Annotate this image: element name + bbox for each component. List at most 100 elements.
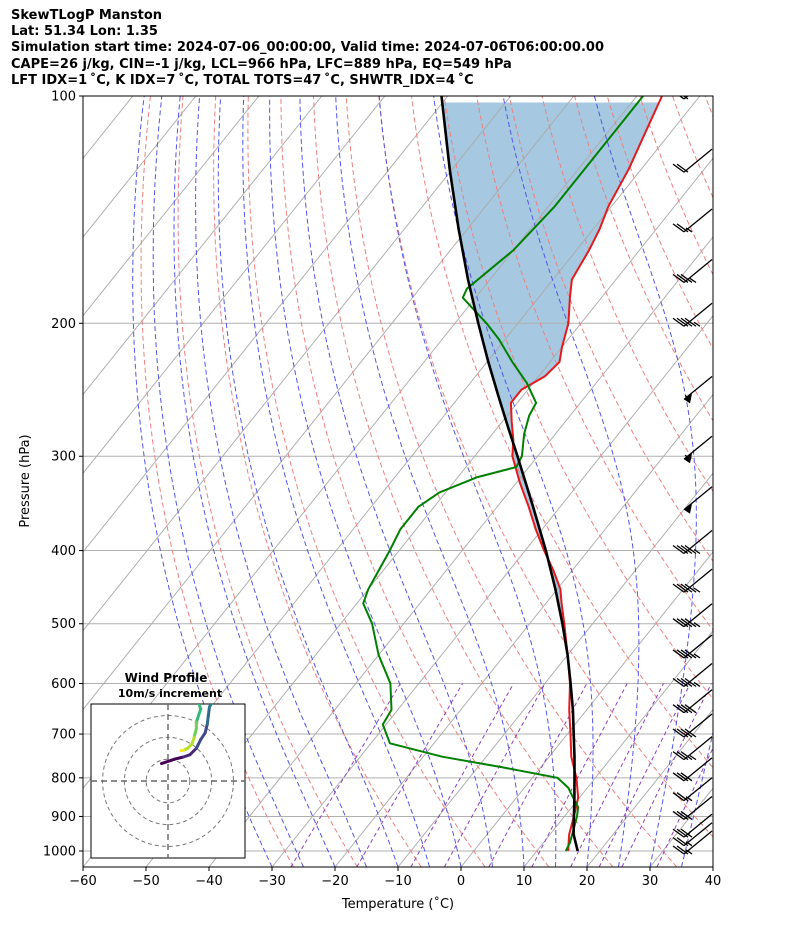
moist-adiabat xyxy=(293,96,493,867)
dewpoint-line xyxy=(362,96,644,852)
mixing-ratio-line xyxy=(531,683,628,867)
hodograph-subtitle: 10m/s increment xyxy=(118,687,222,700)
dry-adiabat xyxy=(541,96,713,493)
dry-adiabat xyxy=(411,96,713,769)
cape-line: CAPE=26 j/kg, CIN=-1 j/kg, LCL=966 hPa, … xyxy=(11,56,512,72)
wind-barb xyxy=(672,302,713,327)
isotherm-0 xyxy=(460,551,713,867)
y-tick-label: 800 xyxy=(51,771,76,786)
wind-barb xyxy=(672,603,713,628)
wind-barb xyxy=(678,96,689,100)
isotherm-10 xyxy=(523,630,713,867)
wind-barb xyxy=(672,689,713,714)
x-tick-label: −50 xyxy=(132,874,159,889)
isotherm-40 xyxy=(712,866,713,867)
temperature-line xyxy=(509,96,663,852)
wind-barb xyxy=(672,777,713,802)
mixing-ratio-line xyxy=(410,683,515,867)
wind-barb xyxy=(672,757,713,782)
isotherm-30 xyxy=(649,787,713,867)
moist-adiabat xyxy=(371,96,557,867)
isotherm-20 xyxy=(586,708,713,867)
wind-barb xyxy=(672,822,713,847)
indices-line: LFT IDX=1 ˚C, K IDX=7 ˚C, TOTAL TOTS=47 … xyxy=(11,72,474,88)
isotherm--120 xyxy=(83,96,323,396)
dry-adiabat xyxy=(140,96,294,867)
y-tick-label: 600 xyxy=(51,677,76,692)
moist-adiabats xyxy=(132,96,713,867)
x-tick-label: 20 xyxy=(579,874,596,889)
dry-adiabat xyxy=(247,96,486,867)
moist-adiabat xyxy=(214,96,399,867)
isotherm--50 xyxy=(145,157,713,867)
isotherm--130 xyxy=(83,96,260,317)
dry-adiabat xyxy=(639,96,713,276)
x-tick-label: −30 xyxy=(258,874,285,889)
cape-area xyxy=(442,102,659,655)
moist-adiabat xyxy=(495,96,640,867)
wind-barb xyxy=(672,795,713,820)
wind-barb xyxy=(672,813,713,838)
isotherm-50 xyxy=(776,96,794,867)
chart-header: SkewTLogP Manston Lat: 51.34 Lon: 1.35 S… xyxy=(11,8,604,89)
hodograph-segment xyxy=(207,704,214,709)
y-tick-label: 300 xyxy=(51,450,76,465)
isotherm--110 xyxy=(83,96,386,474)
wind-barb xyxy=(672,568,713,593)
dry-adiabat xyxy=(313,96,614,867)
x-axis-label: Temperature (˚C) xyxy=(341,896,454,912)
wind-barb xyxy=(672,258,713,283)
isotherm-grid xyxy=(83,96,794,867)
cape-shading xyxy=(442,102,659,655)
x-tick-label: 10 xyxy=(516,874,533,889)
dry-adiabat xyxy=(574,96,713,422)
moist-adiabat xyxy=(328,96,525,867)
wind-barb xyxy=(672,713,713,738)
hodograph-segment xyxy=(194,738,203,750)
dry-adiabat xyxy=(476,96,713,631)
wind-barb xyxy=(683,375,713,404)
hodograph-title: Wind Profile xyxy=(125,671,208,685)
isotherm--40 xyxy=(208,236,713,867)
x-tick-label: −10 xyxy=(384,874,411,889)
y-tick-label: 1000 xyxy=(43,845,76,860)
dry-adiabat xyxy=(213,96,422,867)
x-tick-label: 0 xyxy=(457,874,465,889)
mixing-ratio-line xyxy=(356,683,464,867)
mixing-ratio-line xyxy=(621,683,712,867)
hodograph-ring xyxy=(145,758,191,804)
dry-adiabat xyxy=(738,96,794,867)
dry-adiabat xyxy=(345,96,678,867)
plot-area xyxy=(83,96,794,867)
dry-adiabat xyxy=(177,96,358,867)
parcel-line xyxy=(440,96,579,852)
x-tick-label: −60 xyxy=(69,874,96,889)
sounding-profiles xyxy=(362,96,663,852)
location-line: Lat: 51.34 Lon: 1.35 xyxy=(11,24,158,40)
dry-adiabat xyxy=(672,96,713,199)
wind-barb xyxy=(683,486,713,514)
wind-barb xyxy=(672,736,713,761)
y-axis-label: Pressure (hPa) xyxy=(18,434,33,527)
y-tick-label: 200 xyxy=(51,317,76,332)
wind-barbs xyxy=(672,96,713,855)
mixing-ratio-line xyxy=(598,683,691,867)
axes: −60 −50 −40 −30 −20 −10 0 10 20 30 40 1000 900 800 700… xyxy=(43,90,721,890)
wind-barb xyxy=(672,208,713,233)
moist-adiabat xyxy=(152,96,304,867)
isotherm--30 xyxy=(271,315,713,867)
isotherm--80 xyxy=(83,96,575,711)
mixing-ratio-line xyxy=(290,683,401,867)
moist-adiabat xyxy=(263,96,462,867)
y-tick-label: 500 xyxy=(51,617,76,632)
x-tick-label: −40 xyxy=(195,874,222,889)
chart-title: SkewTLogP Manston xyxy=(11,8,163,23)
dry-adiabat xyxy=(606,96,713,350)
moist-adiabat xyxy=(193,96,367,867)
dry-adiabat xyxy=(704,96,713,118)
time-line: Simulation start time: 2024-07-06_00:00:… xyxy=(11,40,604,56)
mixing-ratio-line xyxy=(488,683,588,867)
moist-adiabat xyxy=(132,96,273,867)
moist-adiabat xyxy=(585,96,697,867)
